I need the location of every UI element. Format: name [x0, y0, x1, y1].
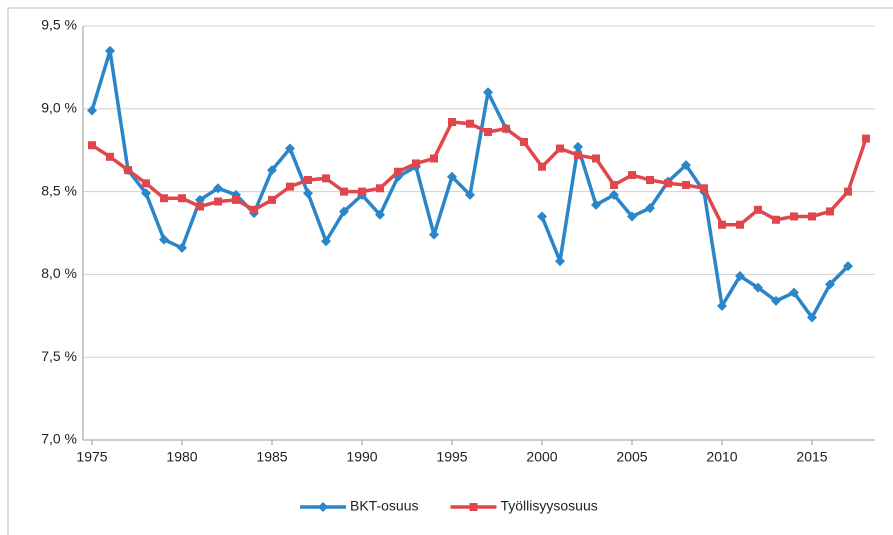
data-point [645, 203, 655, 214]
y-tick-label: 8,0 % [41, 265, 77, 281]
x-tick-label: 1990 [346, 449, 377, 465]
y-tick-label: 9,0 % [41, 100, 77, 116]
data-point [555, 256, 565, 267]
data-point [285, 143, 295, 154]
data-point [735, 271, 745, 282]
y-tick-label: 7,0 % [41, 431, 77, 447]
data-point [681, 160, 691, 171]
data-point [465, 189, 475, 200]
data-point [628, 171, 636, 180]
data-point [682, 180, 690, 189]
data-point [520, 137, 528, 146]
data-point [88, 141, 96, 150]
data-point [736, 220, 744, 229]
x-tick-label: 1995 [436, 449, 467, 465]
data-point [213, 183, 223, 194]
data-point [159, 234, 169, 245]
data-point [718, 220, 726, 229]
data-point [214, 197, 222, 206]
data-point [556, 144, 564, 153]
data-point [844, 187, 852, 196]
data-point [483, 87, 493, 98]
data-point [267, 165, 277, 176]
data-point [250, 205, 258, 214]
data-point [178, 194, 186, 203]
x-tick-label: 2015 [796, 449, 827, 465]
data-point [232, 195, 240, 204]
data-point [124, 166, 132, 175]
data-point [321, 236, 331, 247]
frame [7, 7, 893, 535]
data-point [825, 279, 835, 290]
data-point [447, 171, 457, 182]
y-tick-label: 7,5 % [41, 348, 77, 364]
data-point [142, 179, 150, 188]
x-tick-label: 1985 [256, 449, 287, 465]
data-point [771, 295, 781, 306]
data-point [717, 300, 727, 311]
data-point [484, 127, 492, 136]
data-point [268, 195, 276, 204]
legend-label: Työllisyysosuus [500, 498, 597, 514]
data-point [106, 152, 114, 161]
data-point [376, 184, 384, 193]
data-point [573, 141, 583, 152]
x-tick-label: 2010 [706, 449, 737, 465]
data-point [358, 187, 366, 196]
data-point [394, 167, 402, 176]
data-point [807, 312, 817, 323]
data-point [304, 176, 312, 185]
series-line [90, 49, 850, 320]
data-point [664, 179, 672, 188]
data-point [502, 124, 510, 133]
x-tick-label: 1975 [76, 449, 107, 465]
data-point [141, 188, 151, 199]
data-point [826, 207, 834, 216]
data-point [538, 162, 546, 171]
data-point [754, 205, 762, 214]
x-tick-label: 2005 [616, 449, 647, 465]
data-point [789, 287, 799, 298]
data-point [790, 212, 798, 221]
data-point [466, 119, 474, 128]
data-point [700, 184, 708, 193]
data-point [843, 261, 853, 272]
data-point [609, 189, 619, 200]
data-point [303, 188, 313, 199]
data-point [195, 194, 205, 205]
data-point [322, 174, 330, 183]
y-tick-label: 8,5 % [41, 182, 77, 198]
data-point [430, 154, 438, 163]
data-point [105, 45, 115, 56]
data-point [448, 118, 456, 127]
data-point [537, 211, 547, 222]
data-point [591, 199, 601, 210]
data-point [429, 229, 439, 240]
data-point [574, 151, 582, 160]
x-tick-label: 1980 [166, 449, 197, 465]
data-point [772, 215, 780, 224]
data-point [808, 212, 816, 221]
y-tick-label: 9,5 % [41, 17, 77, 33]
data-point [862, 134, 870, 143]
data-point [627, 211, 637, 222]
data-point [375, 209, 385, 220]
legend-marker [318, 502, 328, 512]
data-point [610, 180, 618, 189]
data-point [196, 202, 204, 211]
data-point [177, 242, 187, 253]
data-point [160, 194, 168, 203]
legend-marker [469, 503, 478, 511]
data-point [87, 105, 97, 116]
data-point [412, 159, 420, 168]
x-tick-label: 2000 [526, 449, 557, 465]
data-point [753, 282, 763, 293]
data-point [286, 182, 294, 191]
data-point [646, 176, 654, 185]
data-point [339, 206, 349, 217]
legend-label: BKT-osuus [350, 498, 418, 514]
data-point [340, 187, 348, 196]
data-point [592, 154, 600, 163]
